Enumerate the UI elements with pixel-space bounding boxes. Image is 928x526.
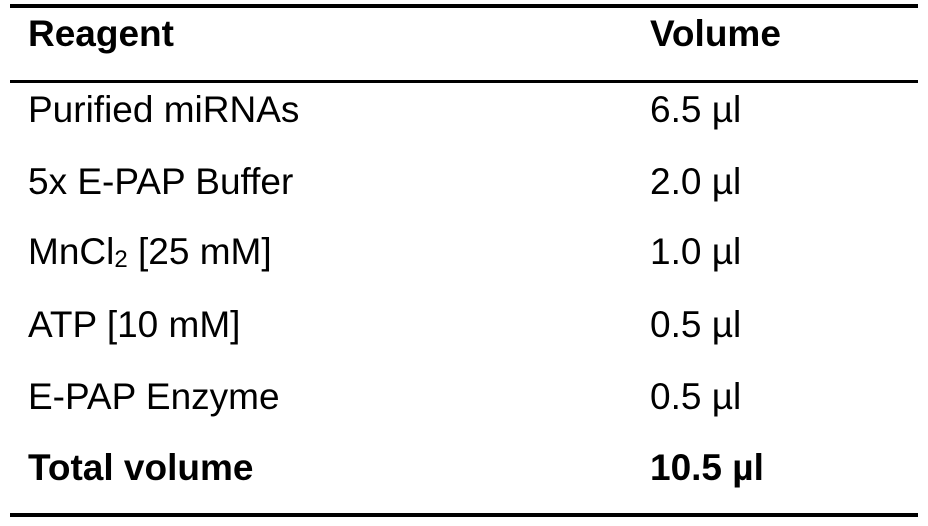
reagent-formula: MnCl — [28, 231, 115, 272]
total-volume: 10.5 µl — [650, 447, 764, 488]
header-volume: Volume — [650, 13, 781, 54]
row-volume: 6.5 µl — [650, 89, 742, 130]
header-rule — [10, 80, 918, 83]
row-reagent: 5x E-PAP Buffer — [28, 161, 294, 202]
formula-subscript: 2 — [114, 246, 128, 273]
row-reagent: E-PAP Enzyme — [28, 376, 280, 417]
table-top-rule — [10, 4, 918, 8]
reagent-concentration: [25 mM] — [127, 231, 272, 272]
row-volume: 1.0 µl — [650, 231, 742, 272]
row-volume: 2.0 µl — [650, 161, 742, 202]
row-reagent: Purified miRNAs — [28, 89, 300, 130]
row-volume: 0.5 µl — [650, 376, 742, 417]
row-reagent: ATP [10 mM] — [28, 304, 241, 345]
total-label: Total volume — [28, 447, 254, 488]
row-reagent: MnCl2 [25 mM] — [28, 230, 272, 274]
table-bottom-rule — [10, 513, 918, 517]
header-reagent: Reagent — [28, 13, 174, 54]
row-volume: 0.5 µl — [650, 304, 742, 345]
